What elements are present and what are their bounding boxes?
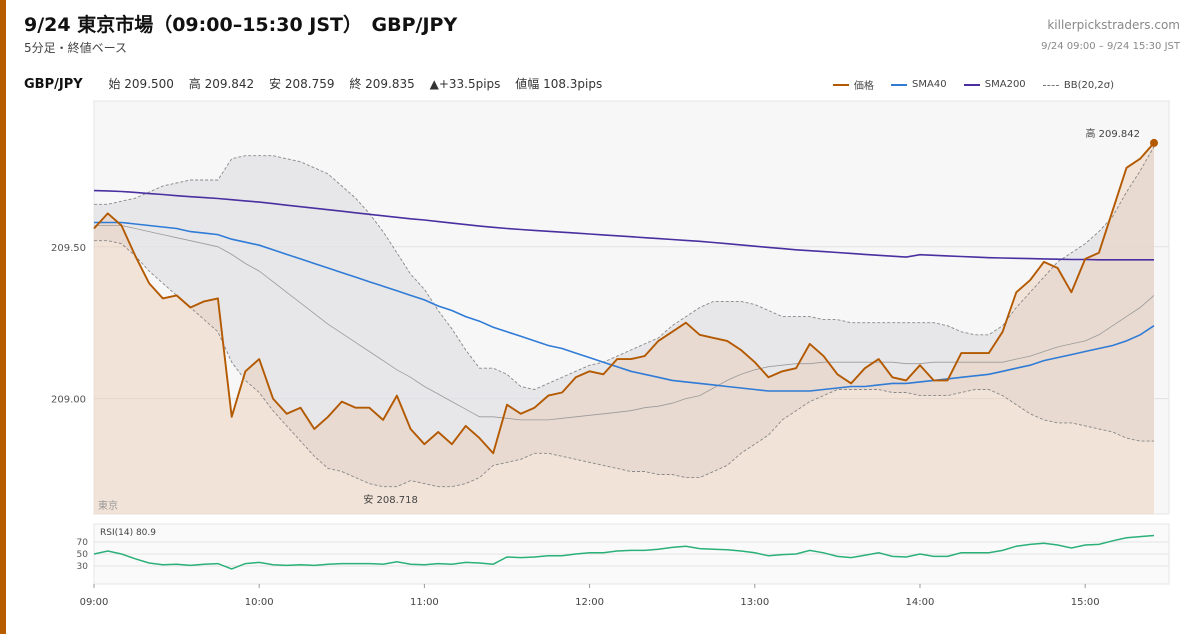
x-tick-label: 11:00	[410, 597, 439, 608]
high-annotation: 高 209.842	[1085, 127, 1140, 140]
date-range: 9/24 09:00 – 9/24 15:30 JST	[1041, 41, 1180, 52]
accent-bar	[0, 0, 6, 634]
page-title: 9/24 東京市場（09:00–15:30 JST） GBP/JPY	[24, 14, 458, 36]
sma40-line	[94, 221, 1155, 392]
stat-high: 高 209.842	[188, 77, 255, 91]
rsi-line	[93, 534, 1155, 570]
rsi-y-tick-label: 70	[77, 538, 89, 548]
price-area-fill	[94, 142, 1154, 514]
low-annotation: 安 208.718	[363, 493, 418, 506]
site-name: killerpickstraders.com	[1047, 18, 1180, 32]
rsi-title: RSI(14) 80.9	[100, 528, 156, 538]
x-tick-label: 10:00	[245, 597, 274, 608]
x-tick-label: 09:00	[80, 597, 109, 608]
stat-change: ▲+33.5pips	[429, 77, 501, 91]
price-y-tick-label: 209.50	[51, 243, 86, 254]
bb-mid-line	[94, 225, 1155, 421]
page-subtitle: 5分足・終値ベース	[24, 41, 128, 55]
bb-lower-line	[94, 240, 1154, 488]
x-tick-label: 12:00	[575, 597, 604, 608]
rsi-y-tick-label: 30	[77, 562, 89, 572]
legend-bb: BB(20,2σ)	[1042, 80, 1114, 91]
pair-label: GBP/JPY	[24, 77, 83, 92]
stat-range: 値幅 108.3pips	[515, 77, 603, 91]
high-marker	[1150, 138, 1158, 147]
legend-price: 価格	[832, 77, 874, 92]
bb-upper-line	[94, 146, 1155, 390]
stats-bar: GBP/JPY 始 209.500 高 209.842 安 208.759 終 …	[24, 75, 613, 92]
stat-low: 安 208.759	[269, 77, 335, 91]
stat-open: 始 209.500	[108, 77, 174, 91]
legend-sma40: SMA40	[891, 79, 947, 90]
chart-legend: 価格 SMA40 SMA200 BB(20,2σ)	[819, 77, 1114, 92]
stat-close: 終 209.835	[349, 77, 415, 91]
x-tick-label: 15:00	[1071, 597, 1100, 608]
bb-band-fill	[94, 146, 1154, 487]
sma200-line	[93, 189, 1154, 261]
session-label: 東京	[98, 499, 118, 512]
rsi-y-tick-label: 50	[77, 550, 89, 560]
x-tick-label: 13:00	[740, 597, 769, 608]
price-line	[93, 142, 1155, 455]
price-y-tick-label: 209.00	[51, 395, 86, 406]
x-tick-label: 14:00	[906, 597, 935, 608]
legend-sma200: SMA200	[963, 79, 1026, 90]
